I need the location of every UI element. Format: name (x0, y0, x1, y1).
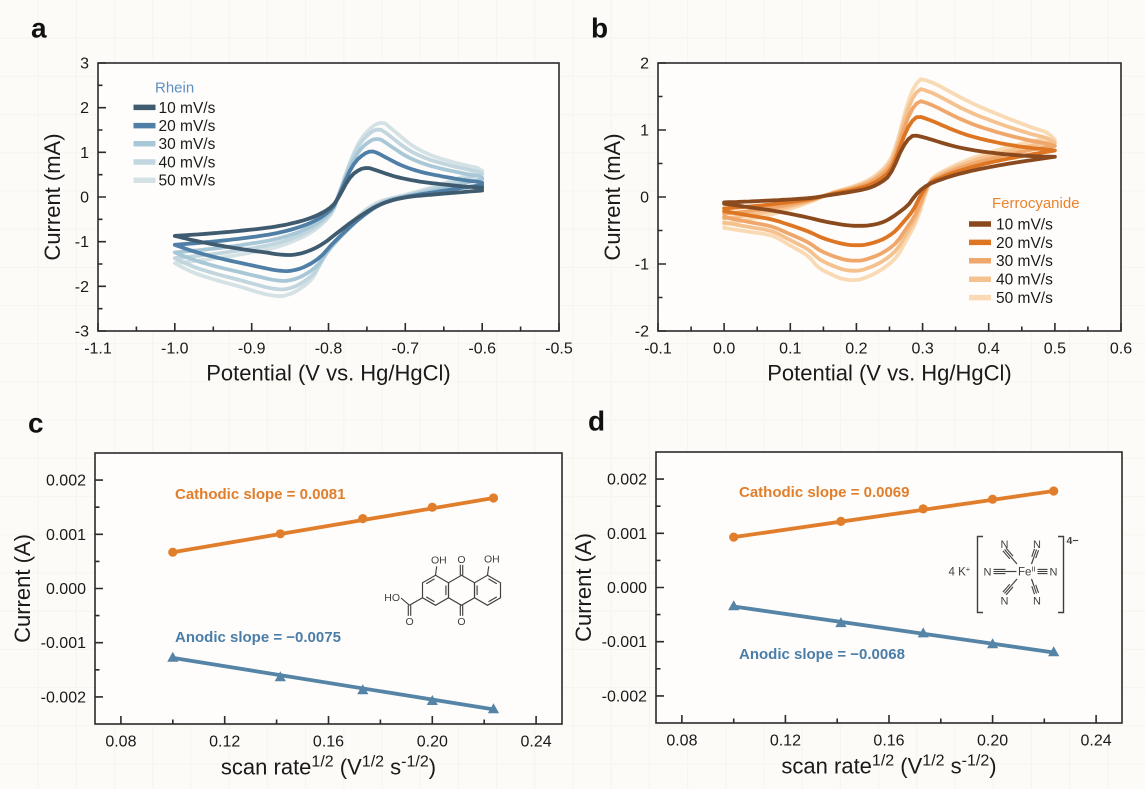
svg-text:3: 3 (80, 56, 89, 73)
svg-text:Cathodic slope = 0.0081: Cathodic slope = 0.0081 (175, 486, 346, 503)
svg-text:N: N (984, 567, 992, 579)
svg-text:0: 0 (80, 190, 89, 207)
svg-text:4 K+: 4 K+ (949, 564, 971, 579)
svg-text:-0.9: -0.9 (238, 341, 266, 358)
svg-text:0.12: 0.12 (770, 733, 801, 750)
svg-text:0.2: 0.2 (845, 341, 867, 358)
svg-text:d: d (588, 406, 605, 437)
svg-text:O: O (405, 616, 413, 628)
svg-text:30 mV/s: 30 mV/s (159, 136, 216, 153)
svg-text:Current (mA): Current (mA) (40, 133, 65, 260)
svg-text:20 mV/s: 20 mV/s (159, 118, 216, 135)
svg-text:-1: -1 (75, 234, 89, 251)
svg-text:50 mV/s: 50 mV/s (159, 173, 216, 190)
svg-text:4−: 4− (1067, 535, 1079, 547)
svg-text:c: c (28, 408, 44, 439)
svg-text:40 mV/s: 40 mV/s (159, 154, 216, 171)
svg-text:FeII: FeII (1018, 564, 1036, 579)
svg-text:0.08: 0.08 (666, 733, 697, 750)
svg-text:0.24: 0.24 (1081, 733, 1112, 750)
svg-text:2: 2 (640, 56, 649, 73)
svg-text:Rhein: Rhein (155, 80, 194, 97)
svg-text:a: a (31, 13, 47, 44)
svg-text:-0.5: -0.5 (545, 341, 573, 358)
svg-text:0: 0 (640, 190, 649, 207)
svg-text:N: N (1050, 567, 1058, 579)
svg-text:0.4: 0.4 (978, 341, 1000, 358)
svg-text:1: 1 (80, 145, 89, 162)
svg-text:-2: -2 (635, 324, 649, 341)
svg-text:0.5: 0.5 (1044, 341, 1066, 358)
svg-text:10 mV/s: 10 mV/s (996, 216, 1053, 233)
svg-text:0.08: 0.08 (105, 734, 136, 751)
svg-text:10 mV/s: 10 mV/s (159, 100, 216, 117)
svg-text:Potential (V vs. Hg/HgCl): Potential (V vs. Hg/HgCl) (767, 361, 1012, 386)
svg-text:Current (mA): Current (mA) (600, 133, 625, 260)
svg-text:0.1: 0.1 (779, 341, 801, 358)
svg-text:-2: -2 (75, 279, 89, 296)
svg-text:0.3: 0.3 (911, 341, 933, 358)
svg-text:b: b (591, 13, 608, 44)
svg-text:-0.002: -0.002 (41, 689, 86, 706)
svg-text:0.24: 0.24 (521, 734, 552, 751)
svg-text:40 mV/s: 40 mV/s (996, 272, 1053, 289)
svg-text:OH: OH (484, 554, 500, 566)
svg-text:50 mV/s: 50 mV/s (996, 290, 1053, 307)
svg-text:HO: HO (384, 592, 400, 604)
svg-text:Anodic slope = −0.0075: Anodic slope = −0.0075 (175, 629, 341, 646)
svg-text:Current (A): Current (A) (10, 534, 35, 643)
svg-text:0.002: 0.002 (607, 472, 647, 489)
svg-text:0.16: 0.16 (873, 733, 904, 750)
svg-text:-1.1: -1.1 (84, 341, 112, 358)
svg-text:N: N (1001, 595, 1009, 607)
svg-text:Cathodic slope = 0.0069: Cathodic slope = 0.0069 (739, 484, 910, 501)
svg-text:0.002: 0.002 (46, 473, 86, 490)
svg-text:0.001: 0.001 (46, 527, 86, 544)
svg-text:0.20: 0.20 (977, 733, 1008, 750)
svg-text:20 mV/s: 20 mV/s (996, 235, 1053, 252)
svg-text:0.000: 0.000 (607, 580, 647, 597)
svg-text:-1: -1 (635, 257, 649, 274)
svg-text:2: 2 (80, 100, 89, 117)
svg-text:O: O (457, 616, 465, 628)
svg-text:1: 1 (640, 123, 649, 140)
svg-text:0.16: 0.16 (313, 734, 344, 751)
svg-text:-3: -3 (75, 324, 89, 341)
svg-text:Ferrocyanide: Ferrocyanide (992, 195, 1080, 212)
svg-text:-0.8: -0.8 (315, 341, 343, 358)
svg-text:N: N (1001, 539, 1009, 551)
svg-text:N: N (1033, 595, 1041, 607)
svg-text:-0.7: -0.7 (392, 341, 420, 358)
svg-text:0.000: 0.000 (46, 581, 86, 598)
svg-text:O: O (457, 554, 465, 566)
svg-text:0.20: 0.20 (417, 734, 448, 751)
svg-text:OH: OH (431, 554, 447, 566)
svg-text:-0.1: -0.1 (644, 341, 672, 358)
svg-text:-0.6: -0.6 (468, 341, 496, 358)
svg-text:0.12: 0.12 (209, 734, 240, 751)
svg-text:-0.001: -0.001 (602, 634, 647, 651)
svg-text:30 mV/s: 30 mV/s (996, 253, 1053, 270)
svg-text:-0.002: -0.002 (602, 688, 647, 705)
svg-text:-0.001: -0.001 (41, 635, 86, 652)
svg-text:Potential (V vs. Hg/HgCl): Potential (V vs. Hg/HgCl) (206, 361, 451, 386)
svg-text:N: N (1033, 539, 1041, 551)
svg-text:Anodic slope = −0.0068: Anodic slope = −0.0068 (739, 646, 905, 663)
svg-text:0.6: 0.6 (1110, 341, 1132, 358)
svg-text:-1.0: -1.0 (161, 341, 189, 358)
svg-text:0.0: 0.0 (713, 341, 735, 358)
svg-text:Current (A): Current (A) (571, 533, 596, 642)
svg-text:0.001: 0.001 (607, 526, 647, 543)
